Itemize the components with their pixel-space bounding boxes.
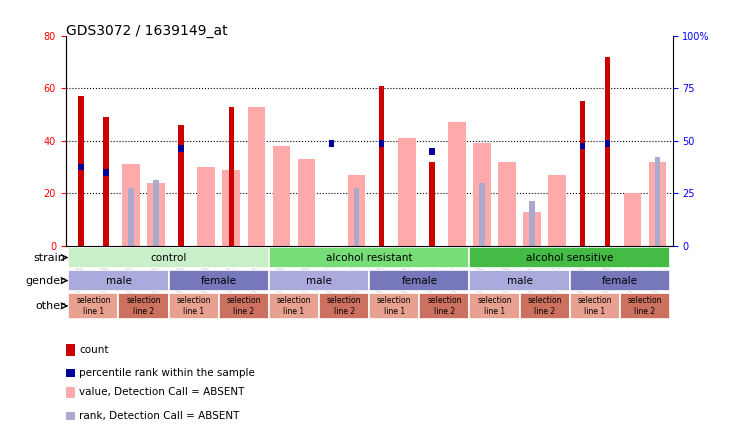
Bar xyxy=(369,293,420,319)
Text: selection
line 2: selection line 2 xyxy=(327,296,361,316)
Bar xyxy=(429,162,435,246)
Bar xyxy=(329,140,334,147)
Bar xyxy=(118,293,169,319)
Text: male: male xyxy=(105,276,132,285)
Bar xyxy=(68,247,269,268)
Bar xyxy=(128,188,134,246)
Bar xyxy=(420,293,469,319)
Bar xyxy=(548,175,566,246)
Text: selection
line 1: selection line 1 xyxy=(277,296,311,316)
Bar xyxy=(605,140,610,147)
Bar xyxy=(122,164,140,246)
Bar xyxy=(469,293,520,319)
Bar xyxy=(469,270,569,291)
Text: other: other xyxy=(36,301,65,311)
Text: female: female xyxy=(201,276,237,285)
Text: selection
line 1: selection line 1 xyxy=(477,296,512,316)
Bar xyxy=(569,293,620,319)
Text: selection
line 1: selection line 1 xyxy=(577,296,612,316)
Bar xyxy=(78,164,83,170)
Bar xyxy=(473,143,491,246)
Text: selection
line 1: selection line 1 xyxy=(76,296,110,316)
Bar xyxy=(480,183,485,246)
Text: selection
line 2: selection line 2 xyxy=(427,296,461,316)
Bar xyxy=(523,212,541,246)
Bar xyxy=(319,293,369,319)
Bar xyxy=(68,293,118,319)
Bar xyxy=(369,270,469,291)
Bar xyxy=(655,157,660,246)
Bar xyxy=(620,293,670,319)
Text: male: male xyxy=(507,276,532,285)
Bar xyxy=(68,270,169,291)
Bar xyxy=(379,86,385,246)
Bar xyxy=(529,201,535,246)
Text: female: female xyxy=(602,276,638,285)
Bar xyxy=(169,270,269,291)
Bar xyxy=(298,159,315,246)
Text: control: control xyxy=(151,253,187,262)
Bar xyxy=(154,180,159,246)
Bar xyxy=(580,143,585,149)
Bar xyxy=(379,140,385,147)
Text: alcohol resistant: alcohol resistant xyxy=(326,253,412,262)
Text: count: count xyxy=(79,345,108,355)
Text: GDS3072 / 1639149_at: GDS3072 / 1639149_at xyxy=(66,24,227,39)
Bar xyxy=(273,146,290,246)
Bar xyxy=(219,293,269,319)
Bar xyxy=(580,101,585,246)
Bar xyxy=(229,178,234,246)
Bar xyxy=(429,148,435,155)
Text: male: male xyxy=(306,276,332,285)
Bar xyxy=(398,138,415,246)
Bar xyxy=(648,162,666,246)
Bar xyxy=(197,167,215,246)
Text: female: female xyxy=(401,276,437,285)
Text: selection
line 1: selection line 1 xyxy=(176,296,211,316)
Text: selection
line 2: selection line 2 xyxy=(527,296,562,316)
Bar xyxy=(605,56,610,246)
Text: percentile rank within the sample: percentile rank within the sample xyxy=(79,368,255,378)
Bar xyxy=(269,247,469,268)
Bar xyxy=(229,107,234,246)
Bar xyxy=(499,162,516,246)
Bar xyxy=(469,247,670,268)
Text: rank, Detection Call = ABSENT: rank, Detection Call = ABSENT xyxy=(79,411,239,420)
Bar xyxy=(222,170,240,246)
Bar xyxy=(269,293,319,319)
Bar xyxy=(569,270,670,291)
Text: selection
line 2: selection line 2 xyxy=(628,296,662,316)
Bar xyxy=(178,125,184,246)
Bar xyxy=(169,293,219,319)
Bar xyxy=(103,117,109,246)
Text: selection
line 1: selection line 1 xyxy=(377,296,412,316)
Bar xyxy=(624,194,641,246)
Bar xyxy=(248,107,265,246)
Bar xyxy=(520,293,569,319)
Bar xyxy=(354,188,360,246)
Text: value, Detection Call = ABSENT: value, Detection Call = ABSENT xyxy=(79,388,244,397)
Text: alcohol sensitive: alcohol sensitive xyxy=(526,253,613,262)
Bar xyxy=(348,175,366,246)
Text: selection
line 2: selection line 2 xyxy=(126,296,161,316)
Bar xyxy=(147,183,164,246)
Text: selection
line 2: selection line 2 xyxy=(227,296,261,316)
Bar xyxy=(178,145,184,152)
Bar xyxy=(103,169,109,176)
Text: strain: strain xyxy=(34,253,65,262)
Text: gender: gender xyxy=(26,276,65,285)
Bar xyxy=(448,123,466,246)
Bar xyxy=(78,96,83,246)
Bar xyxy=(269,270,369,291)
